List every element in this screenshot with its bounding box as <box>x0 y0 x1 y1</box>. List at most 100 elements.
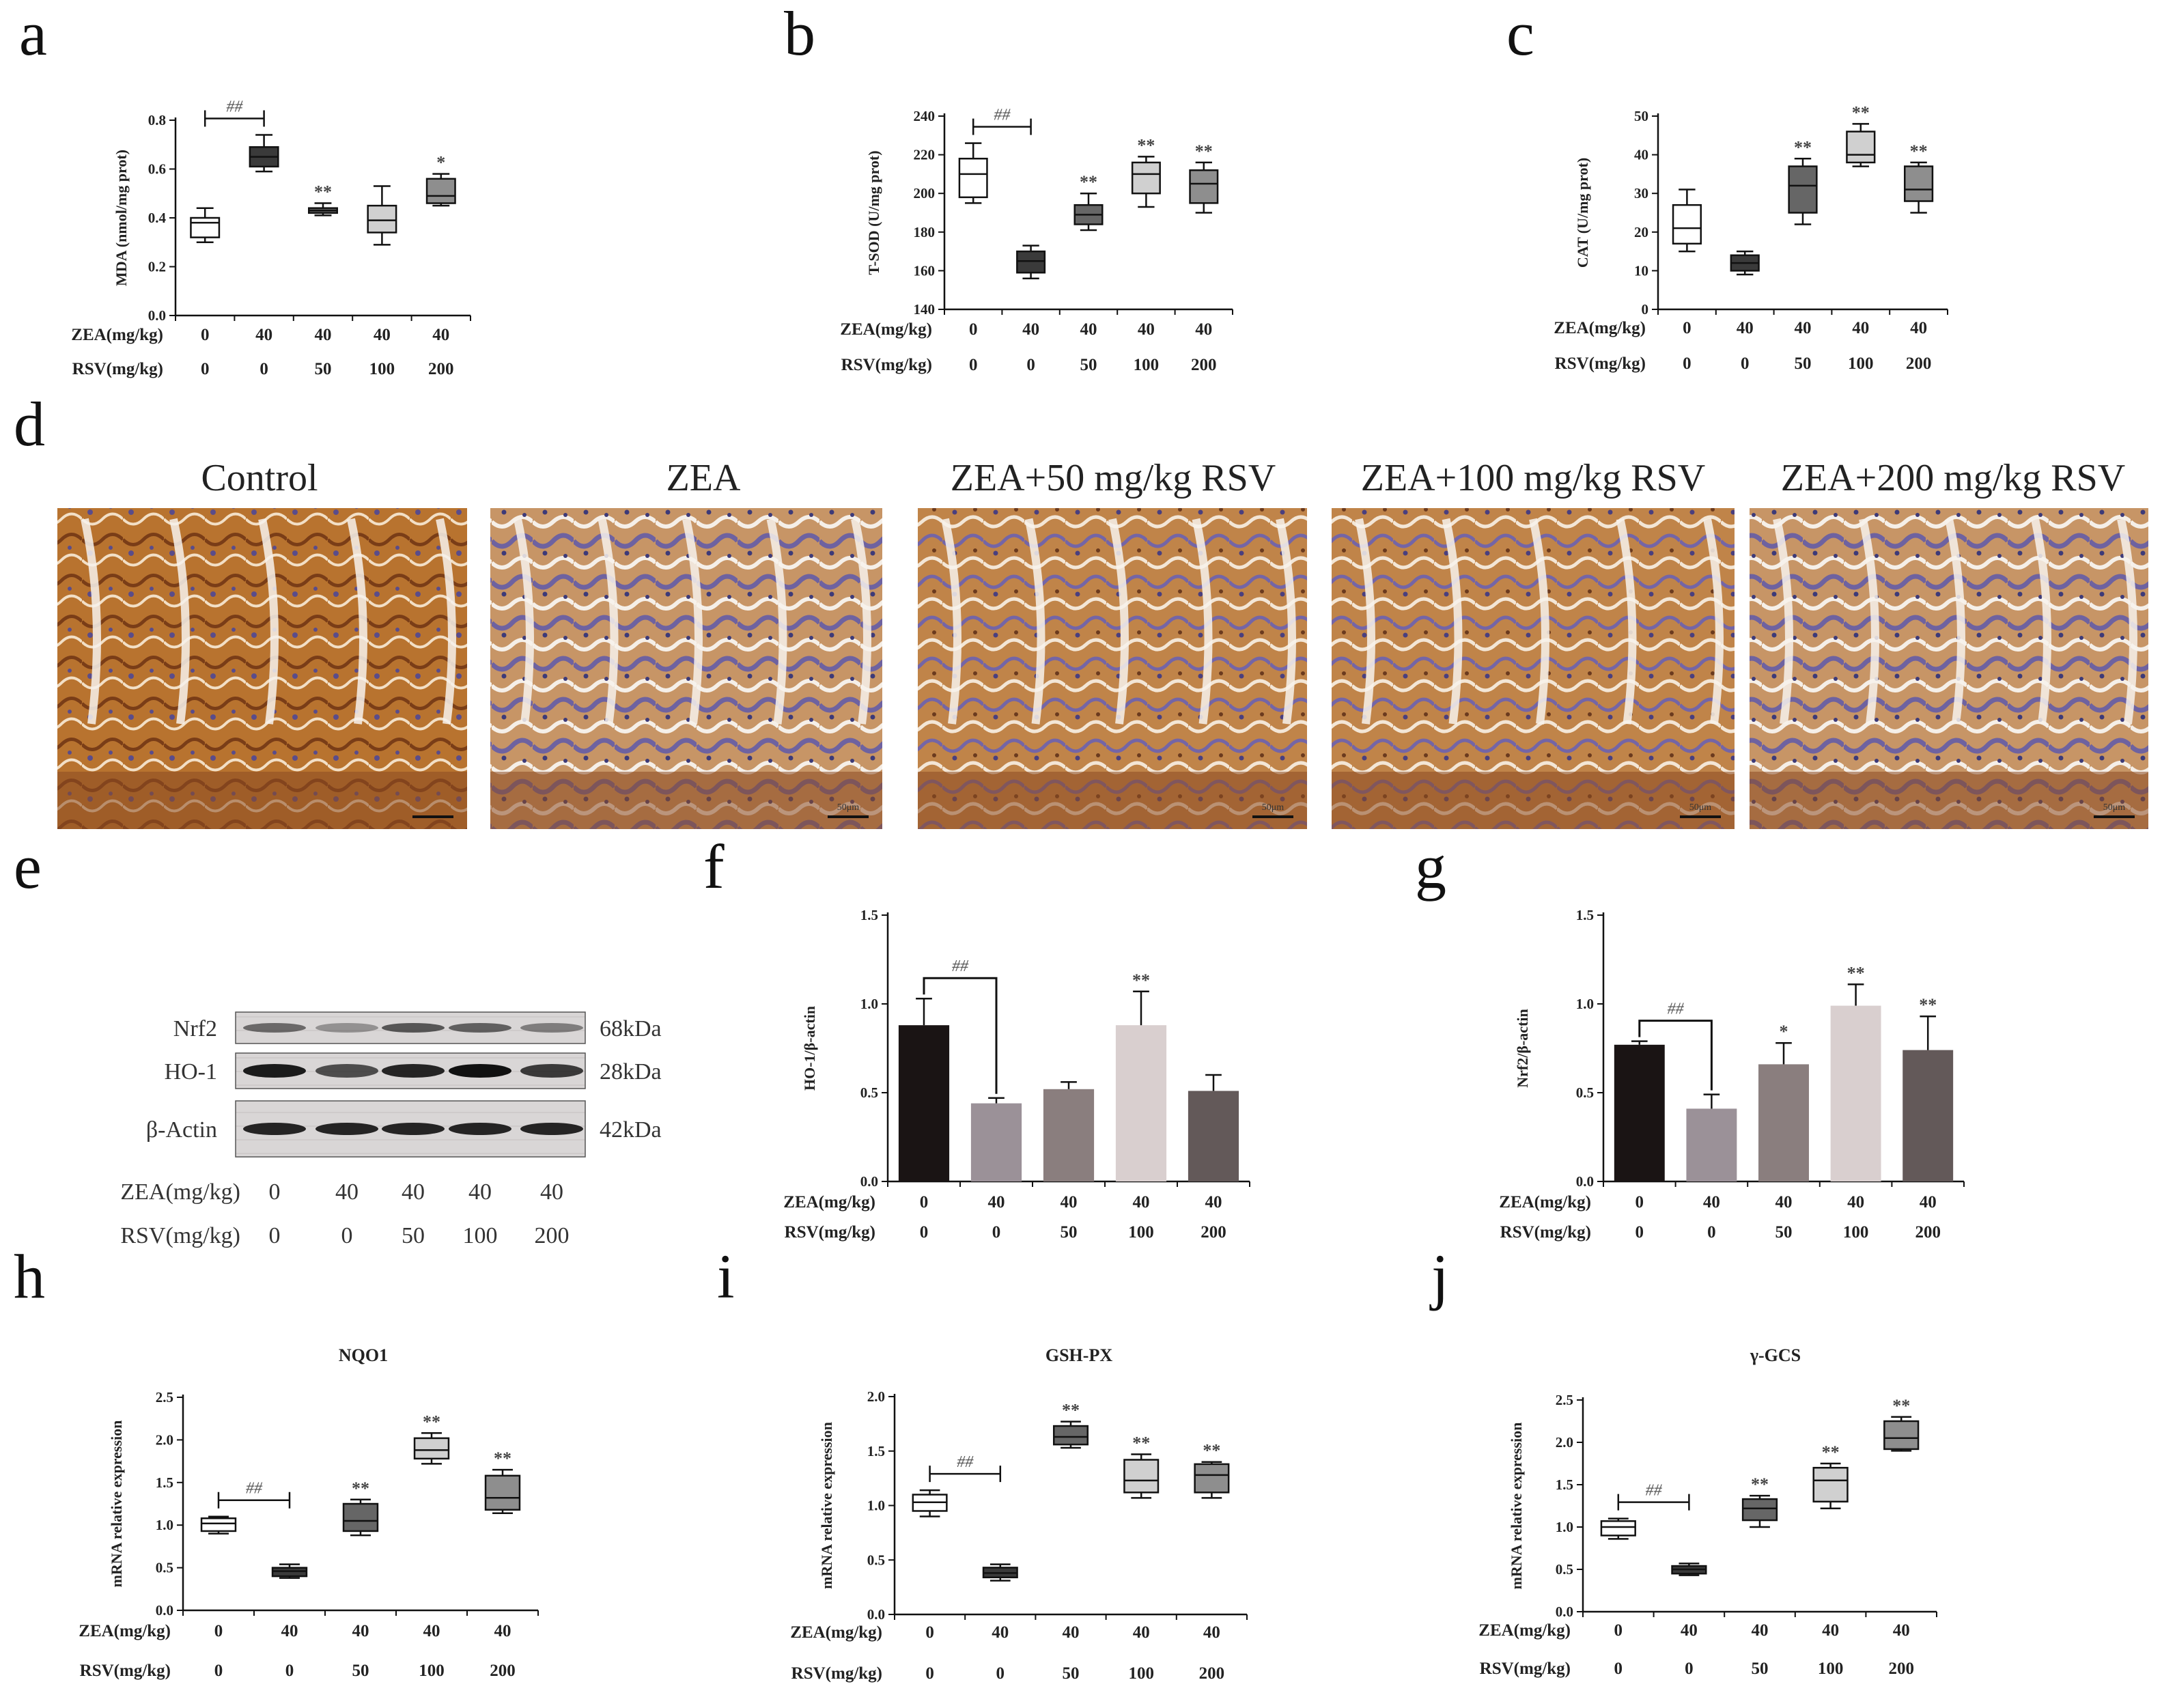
y-tick-label: 2.5 <box>1556 1392 1573 1408</box>
chart-i: 0.0 0.5 1.0 1.5 2.0 mRNA relative expression G… <box>790 1345 1248 1683</box>
y-tick-label: 2.0 <box>1556 1434 1573 1451</box>
chart-g: 0.0 0.5 1.0 1.5 Nrf2/β-actin ZEA(mg/kg) RSV(mg… <box>1499 907 1965 1242</box>
y-tick-label: 1.5 <box>156 1474 173 1491</box>
y-tick-label: 160 <box>914 262 936 279</box>
chart-c: 0 10 20 30 40 50 CAT (U/mg prot) ZEA(mg/kg) RSV(… <box>1554 102 1948 373</box>
zea-value: 40 <box>352 1622 369 1640</box>
villus-gap <box>1442 518 1463 725</box>
zea-value: 0 <box>925 1623 934 1642</box>
zea-value: 40 <box>335 1179 359 1205</box>
villus-gap <box>436 518 456 725</box>
y-tick-label: 0.0 <box>1576 1173 1594 1190</box>
zea-value: 0 <box>1614 1621 1623 1640</box>
zea-value: 40 <box>1893 1621 1910 1640</box>
significance-mark: ** <box>1794 137 1812 157</box>
zea-value: 40 <box>1847 1193 1864 1212</box>
zea-value: 40 <box>1133 1193 1150 1212</box>
box-iqr <box>1903 165 1934 202</box>
y-tick-label: 10 <box>1634 262 1648 279</box>
y-tick-label: 40 <box>1634 147 1648 163</box>
significance-mark: ** <box>1847 963 1865 983</box>
blot-row-ho1: HO-1 28kDa <box>165 1052 662 1089</box>
hash-mark: ## <box>952 957 969 975</box>
histology-image-4: ZEA+100 mg/kg RSV 50μm <box>1332 457 1735 829</box>
zea-value: 40 <box>494 1622 511 1640</box>
rsv-value: 0 <box>969 356 978 374</box>
box-4 <box>1123 1453 1160 1499</box>
charts: 0.0 0.2 0.4 0.6 0.8 MDA (nmol/mg prot) ZEA(mg/… <box>71 98 1965 1683</box>
bracket-line <box>203 110 265 127</box>
box-iqr <box>1189 169 1219 204</box>
bracket-line <box>217 1492 291 1509</box>
hash-mark: ## <box>1646 1482 1663 1500</box>
y-tick-label: 1.5 <box>860 907 878 923</box>
box-3 <box>1788 158 1818 225</box>
bar <box>970 1103 1022 1181</box>
significance-mark: ** <box>352 1479 369 1498</box>
rsv-value: 200 <box>490 1662 516 1680</box>
villus-gap <box>941 518 961 725</box>
rsv-value: 50 <box>1752 1660 1769 1678</box>
panel-label-i: i <box>717 1242 735 1311</box>
bar-3 <box>1043 1081 1095 1181</box>
bar <box>1614 1044 1665 1181</box>
protein-band <box>520 1064 583 1078</box>
box-3 <box>308 202 338 216</box>
rsv-value: 0 <box>259 360 268 378</box>
box-2 <box>271 1563 308 1579</box>
box-iqr <box>1052 1425 1089 1446</box>
histology-image-2: ZEA 50μm <box>490 457 882 829</box>
rsv-value: 0 <box>920 1223 929 1242</box>
y-tick-label: 0.0 <box>867 1606 885 1623</box>
rsv-row-label: RSV(mg/kg) <box>791 1664 882 1683</box>
box-2 <box>1730 250 1760 276</box>
y-tick-label: 0.0 <box>860 1173 878 1190</box>
zea-row-label: ZEA(mg/kg) <box>1554 319 1646 337</box>
crypt-layer <box>57 772 467 829</box>
box-iqr <box>1812 1466 1849 1503</box>
y-axis-label: CAT (U/mg prot) <box>1574 158 1591 268</box>
rsv-value: 0 <box>269 1223 281 1248</box>
y-tick-label: 1.0 <box>867 1498 885 1514</box>
villus-gap <box>1859 518 1879 725</box>
panel-label-g: g <box>1415 832 1446 901</box>
zea-value: 0 <box>214 1622 223 1640</box>
histology-image-3: ZEA+50 mg/kg RSV 50μm <box>918 457 1307 829</box>
histology-title: ZEA+100 mg/kg RSV <box>1361 457 1706 499</box>
hash-bracket: ## <box>929 1453 1002 1483</box>
villus-gap <box>1355 518 1375 725</box>
hash-bracket: ## <box>972 107 1032 135</box>
rsv-value: 200 <box>428 360 454 378</box>
scale-bar-label: 50μm <box>1262 802 1284 813</box>
zea-value: 40 <box>255 326 272 344</box>
villus-gap <box>1703 518 1724 725</box>
protein-band <box>382 1123 445 1135</box>
bar-2 <box>970 1097 1022 1181</box>
rsv-value: 50 <box>402 1223 425 1248</box>
villus-gap <box>1024 518 1045 725</box>
significance-mark: ** <box>1852 102 1870 122</box>
zea-value: 0 <box>920 1193 929 1212</box>
molecular-weight: 42kDa <box>600 1117 662 1143</box>
zea-value: 40 <box>374 326 391 344</box>
significance-mark: ** <box>1919 995 1937 1015</box>
box-iqr <box>1123 1459 1160 1494</box>
zea-value: 40 <box>432 326 449 344</box>
significance-mark: ** <box>1195 141 1213 161</box>
protein-band <box>449 1023 511 1033</box>
bar-1 <box>1614 1040 1665 1181</box>
blot-row-nrf2: Nrf2 68kDa <box>173 1011 662 1044</box>
villus-gap <box>1529 518 1549 725</box>
box-iqr <box>425 178 456 204</box>
villus-gap <box>347 518 367 725</box>
zea-value: 40 <box>1133 1623 1150 1642</box>
y-tick-label: 0.0 <box>156 1602 173 1619</box>
box-1 <box>912 1489 948 1517</box>
scale-bar-label: 50μm <box>837 802 860 813</box>
box-iqr <box>1788 165 1818 214</box>
rsv-value: 0 <box>1614 1660 1623 1678</box>
protein-band <box>315 1023 378 1033</box>
zea-row-label: ZEA(mg/kg) <box>1499 1193 1591 1212</box>
villus-gap <box>598 518 619 725</box>
rsv-value: 0 <box>1707 1223 1716 1242</box>
